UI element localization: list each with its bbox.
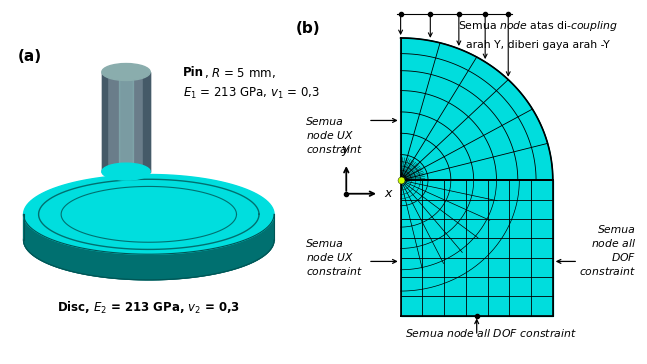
Polygon shape (23, 214, 274, 280)
Bar (102, 72, 107, 172)
Text: Disc, $E_2$ = 213 GPa, $v_2$ = 0,3: Disc, $E_2$ = 213 GPa, $v_2$ = 0,3 (57, 300, 241, 316)
Text: (b): (b) (296, 21, 320, 36)
Polygon shape (23, 174, 274, 254)
Text: $x$: $x$ (384, 187, 394, 200)
Polygon shape (400, 38, 553, 180)
Bar (119, 72, 133, 172)
Text: arah Y, diberi gaya arah -Y: arah Y, diberi gaya arah -Y (466, 40, 610, 50)
Ellipse shape (102, 64, 150, 80)
Text: (a): (a) (18, 49, 42, 64)
Text: $E_1$ = 213 GPa, $v_1$ = 0,3: $E_1$ = 213 GPa, $v_1$ = 0,3 (183, 86, 320, 101)
Text: Semua
$node$ $UX$
$constraint$: Semua $node$ $UX$ $constraint$ (307, 117, 364, 155)
Text: Semua
$node$ $UX$
$constraint$: Semua $node$ $UX$ $constraint$ (307, 239, 364, 277)
Text: $Semua$ $node$ $all$ $DOF$ $constraint$: $Semua$ $node$ $all$ $DOF$ $constraint$ (406, 327, 577, 339)
Bar (102, 72, 150, 172)
Polygon shape (23, 200, 274, 280)
Bar (144, 72, 150, 172)
Text: $y$: $y$ (342, 144, 351, 158)
Ellipse shape (102, 163, 150, 180)
Bar (400, 180, 553, 316)
Text: Pin: Pin (183, 66, 204, 79)
Text: Semua $node$ atas di-$coupling$: Semua $node$ atas di-$coupling$ (458, 19, 619, 33)
Text: Semua
$node$ $all$
$DOF$
$constraint$: Semua $node$ $all$ $DOF$ $constraint$ (579, 225, 636, 277)
Text: , $R$ = 5 mm,: , $R$ = 5 mm, (204, 66, 276, 80)
